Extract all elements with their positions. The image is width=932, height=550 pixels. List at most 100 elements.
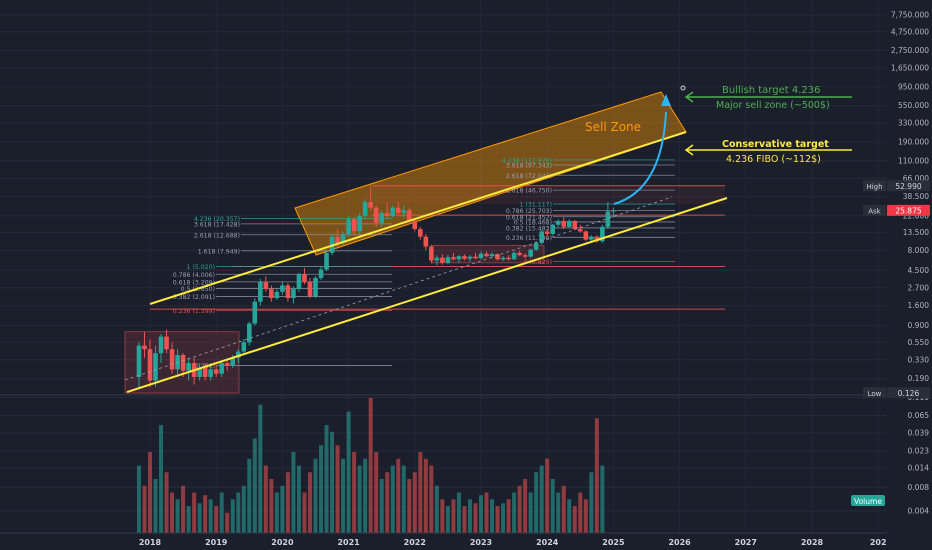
conservative-target-label: Conservative target [722, 139, 829, 150]
low-tag-label-bg [863, 387, 886, 399]
candle-2019-08 [252, 298, 258, 326]
candle-body-2019-12 [274, 291, 280, 299]
volume-bar-2022-03 [423, 458, 428, 533]
candle-2024-09 [589, 235, 594, 242]
y-tick-label: 4.500 [908, 266, 930, 275]
volume-bar-2018-11 [203, 495, 208, 533]
candle-body-2018-02 [153, 353, 158, 381]
y-tick-label: 550.000 [898, 101, 929, 110]
fib-upper-ext-label-0: 1.618 (46.750) [506, 188, 552, 195]
candle-2024-02 [550, 223, 556, 236]
volume-bar-2023-01 [479, 495, 483, 533]
y-tick-label: 950.000 [898, 82, 929, 91]
candle-body-2021-09 [390, 207, 396, 216]
candle-2018-12 [208, 365, 213, 381]
conservative-target-arrow-icon [684, 144, 694, 156]
candle-2022-01 [412, 219, 418, 232]
candle-body-2022-09 [456, 256, 462, 260]
candle-body-2020-11 [335, 236, 340, 243]
fib-lower-ext-label-0: 1.618 (7.949) [198, 248, 240, 255]
y-tick-label: 2.700 [908, 283, 930, 292]
ask-tag-value-bg [887, 204, 930, 216]
fib-lower-label-5: 0.236 (1.399) [173, 308, 215, 315]
candle-2023-10 [528, 248, 533, 258]
volume-bar-2019-08 [252, 438, 257, 533]
fib-lower-label-1: 0.786 (4.006) [173, 272, 215, 279]
candle-body-2019-10 [263, 281, 269, 290]
candle-2023-12 [539, 230, 544, 245]
volume-bar-2023-08 [517, 485, 522, 533]
candle-2024-07 [578, 224, 583, 233]
candle-body-2018-04 [164, 336, 169, 350]
candle-body-2022-08 [451, 257, 456, 260]
candle-2022-05 [434, 255, 440, 266]
volume-bar-2023-03 [490, 499, 495, 533]
volume-bar-2019-02 [219, 492, 224, 533]
candle-body-2019-01 [213, 369, 219, 374]
candle-2019-07 [247, 321, 252, 346]
x-tick-label: 2020 [271, 538, 294, 547]
candle-2017-11 [136, 342, 142, 390]
candle-2024-03 [555, 219, 561, 227]
volume-bar-2021-04 [363, 458, 368, 533]
candle-body-2020-01 [280, 285, 285, 292]
candle-body-2019-11 [269, 289, 274, 299]
candle-2024-08 [583, 230, 589, 242]
candle-2023-07 [511, 251, 517, 260]
volume-bar-2020-09 [324, 425, 329, 533]
y-tick-label: 0.065 [908, 411, 930, 420]
y-tick-label: 1,650.000 [891, 63, 929, 72]
y-tick-label: 22.000 [903, 211, 929, 220]
volume-bar-2024-09 [589, 472, 594, 533]
candle-2019-09 [258, 278, 263, 306]
volume-bar-2017-12 [142, 485, 147, 533]
volume-bar-2017-11 [136, 465, 141, 533]
x-tick-label: 2027 [735, 538, 757, 547]
volume-bar-2022-09 [456, 492, 461, 533]
volume-bar-2019-09 [258, 404, 263, 533]
candle-2022-04 [429, 244, 434, 264]
candlesticks [136, 185, 616, 390]
candle-body-2022-07 [445, 257, 451, 263]
fib-lower-ext-label-2: 3.618 (17.428) [194, 221, 240, 228]
candle-body-2024-01 [544, 231, 550, 234]
candle-2021-01 [346, 215, 351, 237]
y-tick-label: 0.008 [908, 483, 930, 492]
candle-2022-07 [445, 255, 451, 265]
fibo-target-label: 4.236 FIBO (~112$) [726, 154, 821, 165]
volume-bar-2019-07 [247, 458, 252, 533]
candle-body-2023-04 [495, 254, 500, 260]
candle-body-2024-11 [600, 226, 605, 242]
candle-2018-04 [164, 329, 169, 354]
y-tick-label: 0.004 [908, 507, 930, 516]
candle-body-2022-05 [434, 257, 440, 261]
candle-body-2019-04 [230, 357, 236, 366]
volume-bar-2021-03 [357, 465, 362, 533]
x-axis[interactable]: 2018 2019 2020 2021 2022 2023 2024 2025 2026 2027… [0, 532, 887, 547]
candle-2018-05 [169, 342, 175, 374]
candle-2019-11 [269, 285, 274, 302]
candle-2021-07 [379, 210, 384, 227]
volume-bar-2018-02 [153, 479, 158, 533]
candle-body-2024-03 [555, 220, 561, 225]
y-tick-label: 330.000 [898, 119, 929, 128]
candle-body-2017-11 [136, 345, 142, 377]
candle-body-2023-03 [489, 254, 495, 257]
y-tick-label: 38.500 [903, 192, 929, 201]
candle-body-2020-04 [296, 274, 302, 290]
volume-bar-2018-10 [197, 503, 202, 533]
volume-bar-2021-06 [374, 452, 379, 533]
candle-body-2019-08 [252, 301, 258, 324]
candle-body-2020-05 [302, 274, 307, 282]
y-tick-label: 0.039 [908, 428, 930, 437]
price-tags: High 52.990 Ask 25.875 Low 0.126 [863, 180, 930, 399]
y-axis[interactable]: 7,750.000 4,750.000 2,750.000 1,650.000 950.… [887, 0, 932, 550]
y-tick-label: 0.330 [908, 355, 930, 364]
channel-lower-line [126, 197, 728, 393]
candle-body-2024-09 [589, 236, 594, 240]
candle-body-2022-03 [423, 236, 429, 247]
candle-2022-09 [456, 255, 462, 263]
x-tick-label: 2023 [470, 538, 492, 547]
